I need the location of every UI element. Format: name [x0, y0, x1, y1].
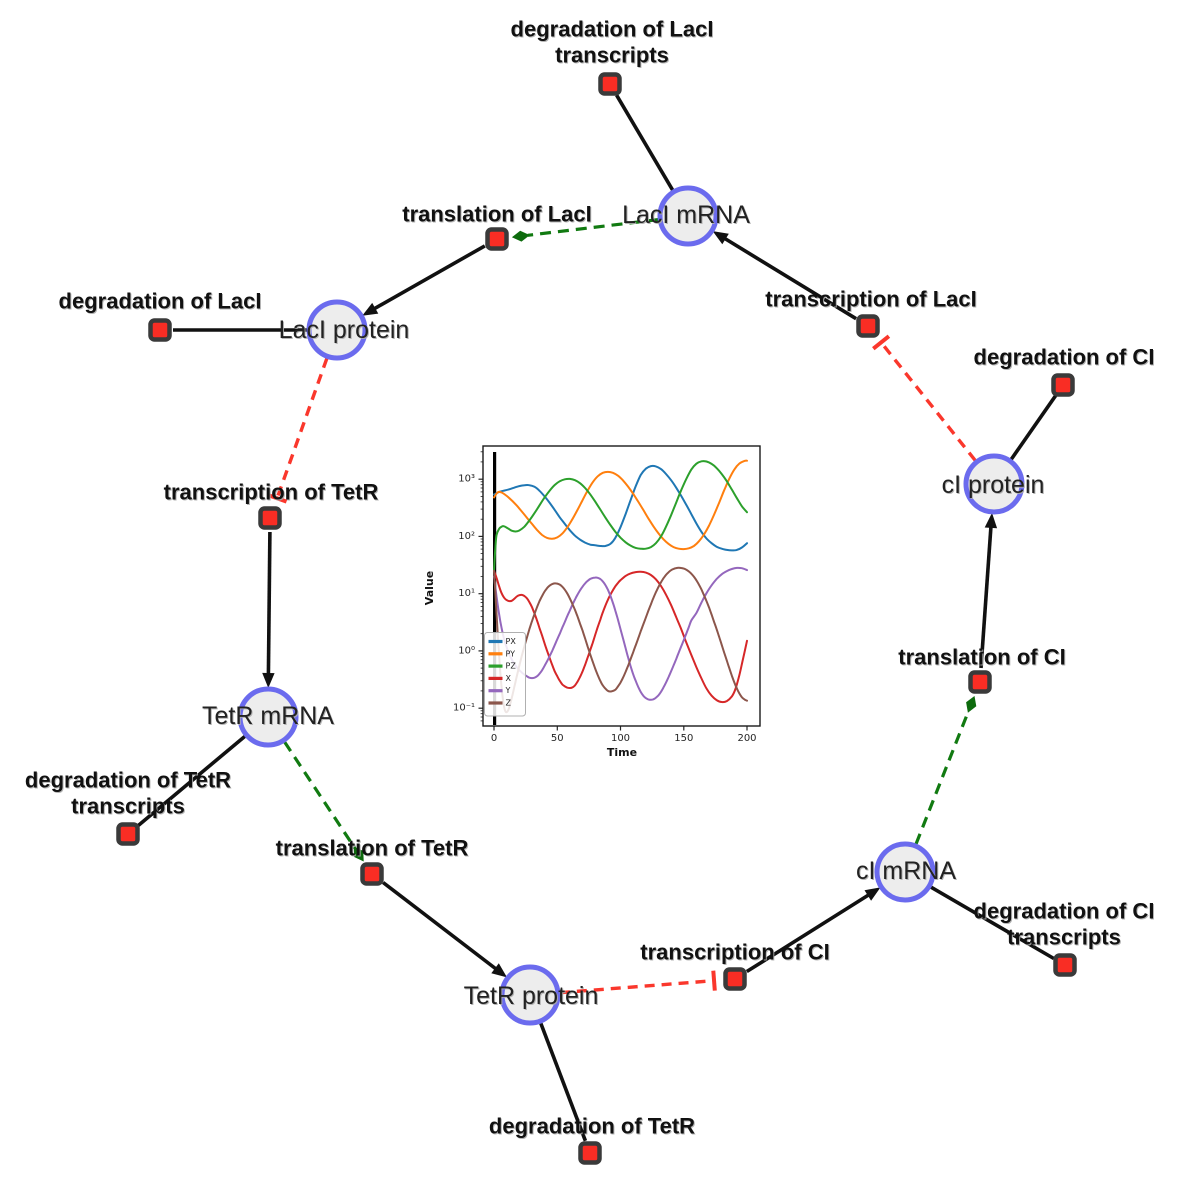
species-label-ci-protein: cI protein — [942, 471, 1045, 499]
reaction-label-deg-ci-transcripts: transcripts — [1007, 925, 1121, 950]
edge-product-translation-ci-ci-protein — [979, 525, 993, 669]
reaction-label-deg-ci: degradation of CI — [974, 345, 1155, 370]
legend-label-PZ: PZ — [506, 662, 517, 671]
reaction-label-deg-ci-transcripts: degradation of CI — [974, 899, 1155, 924]
y-axis-label: Value — [423, 571, 436, 605]
species-label-tetr-mrna: TetR mRNA — [202, 702, 334, 730]
series-line-PY — [493, 459, 748, 551]
edge-product-transcription-ci-ci-mrna — [745, 892, 871, 974]
series-line-PZ — [493, 460, 748, 572]
reaction-node-deg-ci-transcripts — [1053, 953, 1077, 977]
reaction-node-transcription-laci — [856, 314, 880, 338]
reaction-label-deg-tetr-transcripts: transcripts — [71, 794, 185, 819]
species-label-laci-mrna: LacI mRNA — [622, 201, 750, 229]
species-node-ci-protein — [963, 453, 1025, 515]
x-tick-label: 200 — [737, 733, 756, 744]
legend-label-Z: Z — [506, 699, 512, 708]
nodes-layer — [116, 72, 1077, 1165]
edge-product-translation-ci-ci-protein-arrowhead — [984, 512, 998, 529]
reaction-node-translation-tetr — [360, 862, 384, 886]
legend-label-Y: Y — [505, 686, 511, 695]
x-tick-label: 50 — [551, 733, 564, 744]
reaction-node-deg-tetr-transcripts — [116, 822, 140, 846]
edge-product-transcription-ci-ci-mrna-arrowhead — [864, 887, 881, 901]
reaction-label-deg-tetr: degradation of TetR — [489, 1114, 695, 1139]
reaction-node-deg-laci — [148, 318, 172, 342]
species-label-tetr-protein: TetR protein — [464, 982, 599, 1010]
edge-modifier-tetr-mrna-translation-tetr-diamond — [353, 846, 364, 862]
legend-label-X: X — [506, 674, 512, 683]
y-tick-label: 10⁻¹ — [453, 703, 475, 714]
species-node-ci-mrna — [874, 841, 936, 903]
x-tick-label: 150 — [674, 733, 693, 744]
reaction-node-transcription-ci — [723, 967, 747, 991]
reaction-label-translation-laci: translation of LacI — [402, 202, 591, 227]
species-node-laci-mrna — [657, 185, 719, 247]
reaction-label-translation-tetr: translation of TetR — [276, 836, 469, 861]
reaction-node-deg-laci-transcripts — [598, 72, 622, 96]
series-line-Y — [493, 566, 748, 701]
y-tick-label: 10² — [458, 531, 475, 542]
species-node-tetr-mrna — [237, 686, 299, 748]
reaction-label-deg-laci-transcripts: degradation of LacI — [511, 17, 714, 42]
species-label-ci-mrna: cI mRNA — [856, 857, 956, 885]
reaction-label-deg-laci: degradation of LacI — [59, 289, 262, 314]
edge-product-translation-laci-laci-protein-arrowhead — [362, 302, 379, 316]
reaction-node-transcription-tetr — [258, 506, 282, 530]
edge-reactant-tetr-mrna-deg-tetr-transcripts — [136, 734, 247, 828]
species-node-tetr-protein — [499, 964, 561, 1026]
reaction-label-deg-tetr-transcripts: degradation of TetR — [25, 768, 231, 793]
y-tick-label: 10¹ — [458, 588, 475, 599]
edge-inhibitor-laci-protein-transcription-tetr — [276, 357, 329, 496]
reaction-label-translation-ci: translation of CI — [898, 645, 1065, 670]
edge-product-translation-laci-laci-protein — [372, 244, 486, 311]
edge-product-transcription-tetr-tetr-mrna — [266, 531, 272, 676]
reaction-node-translation-laci — [485, 227, 509, 251]
reaction-node-deg-ci — [1051, 373, 1075, 397]
edge-inhibitor-laci-protein-transcription-tetr-tee-bar — [266, 493, 288, 504]
reaction-label-transcription-laci: transcription of LacI — [765, 287, 976, 312]
edge-modifier-tetr-mrna-translation-tetr — [283, 741, 357, 850]
reaction-label-transcription-ci: transcription of CI — [640, 940, 829, 965]
edge-inhibitor-tetr-protein-transcription-ci-tee-bar — [711, 970, 717, 991]
edge-inhibitor-ci-protein-transcription-laci — [881, 343, 977, 462]
species-label-laci-protein: LacI protein — [279, 316, 410, 344]
edge-reactant-ci-mrna-deg-ci-transcripts — [929, 885, 1055, 961]
edge-product-transcription-tetr-tetr-mrna-arrowhead — [262, 672, 275, 688]
y-tick-label: 10⁰ — [458, 645, 475, 656]
y-tick-label: 10³ — [458, 474, 475, 485]
edge-reactant-ci-protein-deg-ci — [1009, 394, 1058, 461]
series-line-PX — [493, 464, 748, 552]
series-line-X — [493, 569, 748, 704]
labels-layer: LacI mRNA LacI protein TetR mRNA TetR prote… — [25, 17, 1155, 1139]
edge-product-translation-tetr-tetr-protein-arrowhead — [491, 963, 507, 978]
edge-product-transcription-laci-laci-mrna — [722, 236, 858, 321]
reaction-label-deg-laci-transcripts: transcripts — [555, 43, 669, 68]
edge-modifier-ci-mrna-translation-ci-diamond — [966, 696, 977, 713]
chart-legend: PX PY PZ XYZ — [484, 632, 526, 717]
x-tick-label: 100 — [611, 733, 630, 744]
edge-inhibitor-tetr-protein-transcription-ci — [559, 979, 712, 995]
reaction-label-transcription-tetr: transcription of TetR — [164, 480, 379, 505]
reaction-node-translation-ci — [968, 670, 992, 694]
x-tick-label: 0 — [491, 733, 497, 744]
edge-product-translation-tetr-tetr-protein — [382, 881, 498, 971]
x-axis-label: Time — [607, 746, 637, 759]
reaction-node-deg-tetr — [578, 1141, 602, 1165]
legend-label-PY: PY — [506, 649, 516, 658]
plot-frame — [482, 445, 761, 727]
edge-modifier-laci-mrna-translation-laci-diamond — [511, 230, 530, 242]
edge-modifier-ci-mrna-translation-ci — [914, 710, 971, 845]
legend-label-PX: PX — [506, 637, 517, 646]
edge-reactant-tetr-protein-deg-tetr — [539, 1022, 588, 1142]
species-node-laci-protein — [306, 299, 368, 361]
edge-inhibitor-ci-protein-transcription-laci-tee-bar — [872, 334, 891, 351]
edge-reactant-laci-mrna-deg-laci-transcripts — [615, 94, 675, 192]
edge-modifier-laci-mrna-translation-laci — [527, 218, 659, 237]
edge-product-transcription-laci-laci-mrna-arrowhead — [712, 231, 729, 245]
edges-layer — [136, 94, 1058, 1142]
